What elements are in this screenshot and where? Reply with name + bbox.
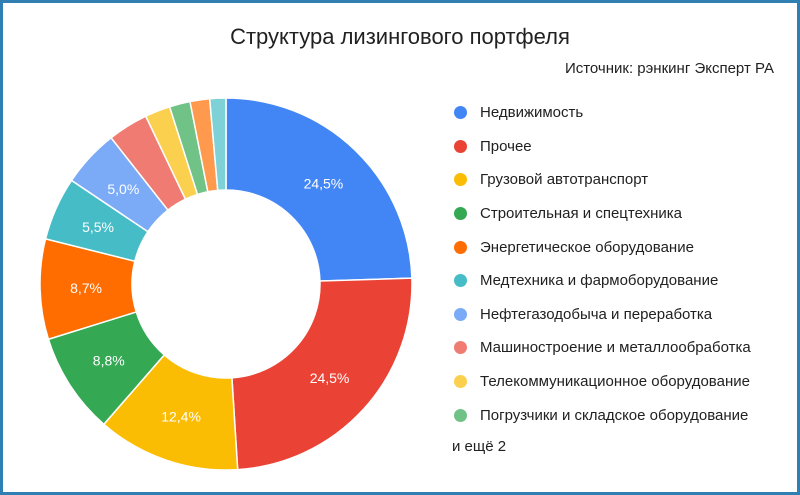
legend-item[interactable]: Недвижимость bbox=[452, 96, 792, 130]
legend-swatch bbox=[454, 274, 467, 288]
pie-slice[interactable] bbox=[208, 97, 227, 192]
legend-label: Энергетическое оборудование bbox=[480, 238, 694, 256]
slice-label: 24,5% bbox=[310, 370, 350, 386]
slice-label: 8,7% bbox=[70, 280, 102, 296]
legend-label: Грузовой автотранспорт bbox=[480, 171, 649, 189]
pie-slice[interactable] bbox=[231, 277, 413, 471]
legend-item[interactable]: Прочее bbox=[452, 130, 792, 164]
legend-item[interactable]: Энергетическое оборудование bbox=[452, 230, 792, 264]
legend-label: Строительная и спецтехника bbox=[480, 205, 683, 223]
legend-item[interactable]: Медтехника и фармоборудование bbox=[452, 264, 792, 298]
legend-label: Нефтегазодобыча и переработка bbox=[480, 305, 713, 323]
legend-swatch bbox=[454, 207, 467, 221]
legend-label: Погрузчики и складское оборудование bbox=[480, 406, 749, 424]
legend-label: Недвижимость bbox=[480, 104, 584, 122]
chart-title: Структура лизингового портфеля bbox=[230, 24, 570, 49]
legend-swatch bbox=[454, 375, 467, 389]
legend-swatch bbox=[454, 173, 467, 187]
legend-label: Машиностроение и металлообработка bbox=[480, 339, 751, 357]
legend-label: Медтехника и фармоборудование bbox=[480, 272, 719, 290]
legend-swatch bbox=[454, 307, 467, 321]
legend-swatch bbox=[454, 106, 467, 120]
chart-legend: Недвижимость Прочее Грузовой автотранспорт… bbox=[452, 96, 792, 462]
legend-label: Телекоммуникационное оборудование bbox=[480, 373, 750, 391]
legend-swatch bbox=[454, 408, 467, 422]
legend-item[interactable]: Нефтегазодобыча и переработка bbox=[452, 298, 792, 332]
legend-item[interactable]: Машиностроение и металлообработка bbox=[452, 331, 792, 365]
legend-item[interactable]: Телекоммуникационное оборудование bbox=[452, 365, 792, 399]
legend-swatch bbox=[454, 240, 467, 254]
legend-swatch bbox=[454, 139, 467, 153]
pie-slice[interactable] bbox=[225, 97, 413, 282]
legend-item[interactable]: Грузовой автотранспорт bbox=[452, 163, 792, 197]
slice-label: 8,8% bbox=[93, 352, 125, 368]
slice-label: 12,4% bbox=[161, 409, 201, 425]
slice-label: 5,5% bbox=[82, 219, 114, 235]
legend-label: Прочее bbox=[480, 137, 532, 155]
legend-swatch bbox=[454, 341, 467, 355]
legend-item[interactable]: Строительная и спецтехника bbox=[452, 197, 792, 231]
slice-label: 5,0% bbox=[107, 181, 139, 197]
legend-item[interactable]: Погрузчики и складское оборудование bbox=[452, 398, 792, 432]
chart-subtitle: Источник: рэнкинг Эксперт РА bbox=[564, 60, 774, 77]
legend-more-link[interactable]: и ещё 2 bbox=[452, 437, 507, 455]
slice-label: 24,5% bbox=[304, 175, 344, 191]
